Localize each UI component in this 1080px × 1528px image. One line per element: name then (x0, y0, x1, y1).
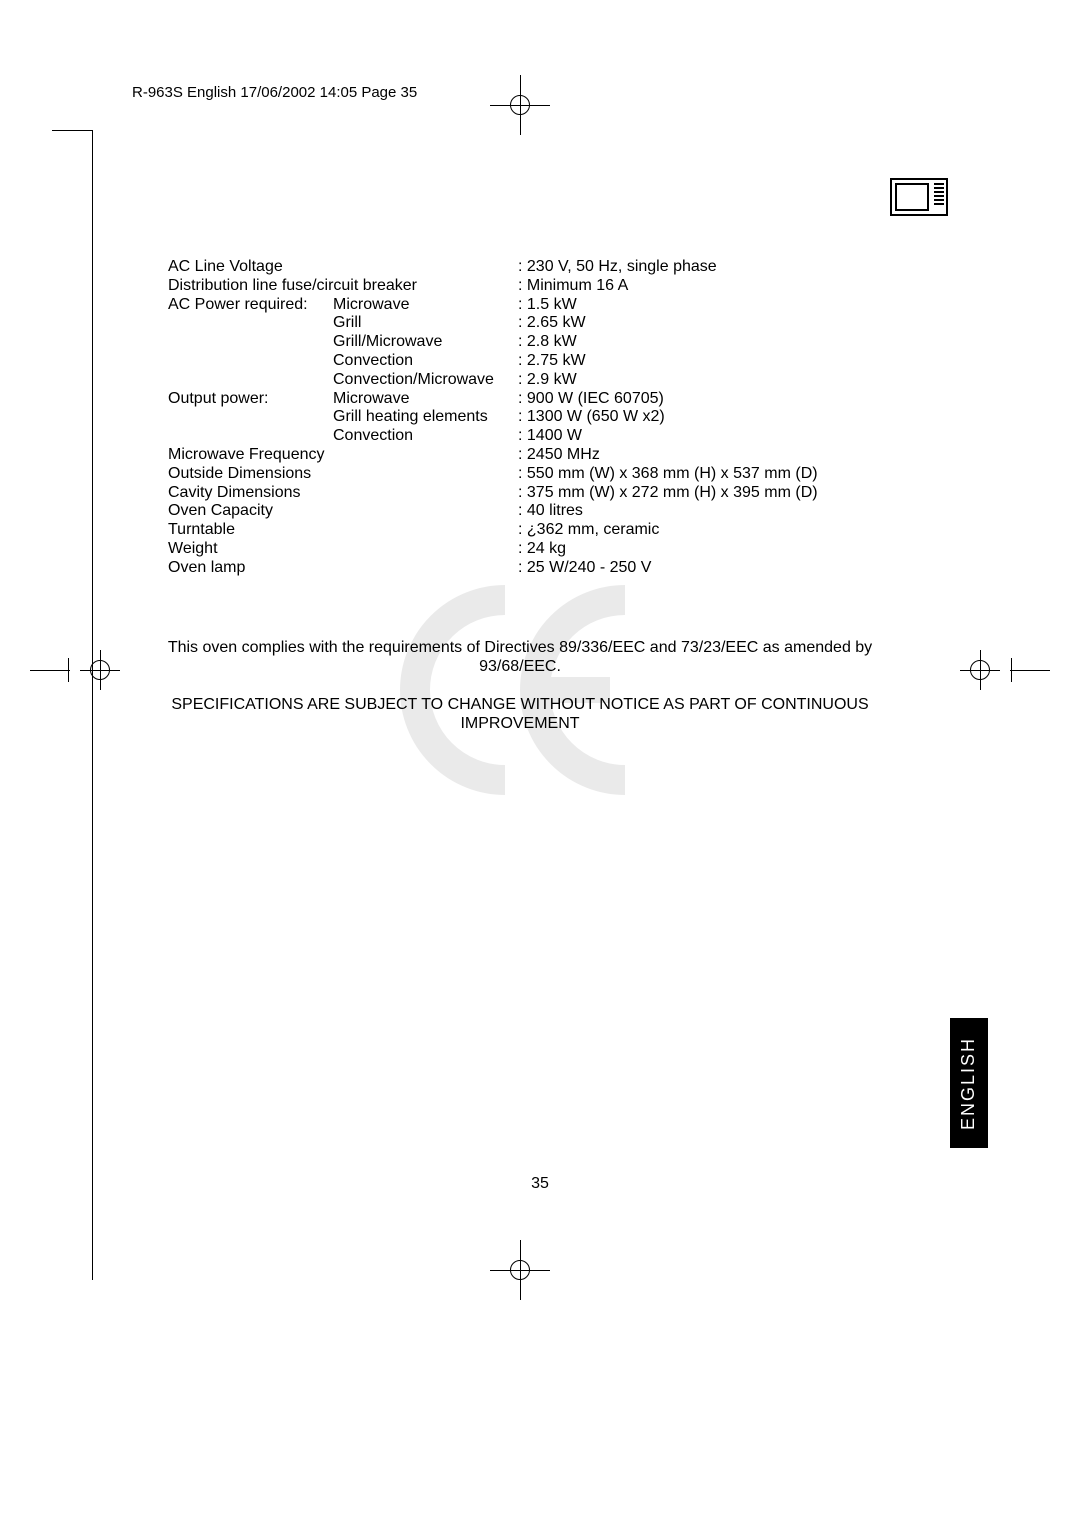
spec-value: : 230 V, 50 Hz, single phase (518, 258, 717, 277)
spec-value: : 40 litres (518, 502, 583, 521)
spec-label: Cavity Dimensions (168, 484, 518, 503)
specifications-table: AC Line Voltage: 230 V, 50 Hz, single ph… (168, 258, 818, 578)
compliance-directive: This oven complies with the requirements… (150, 638, 890, 676)
crop-mark-bottom (490, 1240, 550, 1300)
spec-value: : 900 W (IEC 60705) (518, 390, 664, 409)
spec-label: Distribution line fuse/circuit breaker (168, 277, 518, 296)
spec-row: Grill/Microwave: 2.8 kW (168, 333, 818, 352)
spec-row: Grill heating elements: 1300 W (650 W x2… (168, 408, 818, 427)
spec-label: Microwave Frequency (168, 446, 518, 465)
spec-value: : 375 mm (W) x 272 mm (H) x 395 mm (D) (518, 484, 818, 503)
spec-row: Microwave Frequency: 2450 MHz (168, 446, 818, 465)
compliance-notice: SPECIFICATIONS ARE SUBJECT TO CHANGE WIT… (150, 695, 890, 733)
spec-value: : 1300 W (650 W x2) (518, 408, 665, 427)
spec-row: Convection/Microwave: 2.9 kW (168, 371, 818, 390)
spec-label: Outside Dimensions (168, 465, 518, 484)
spec-row: Cavity Dimensions: 375 mm (W) x 272 mm (… (168, 484, 818, 503)
spec-label: Oven lamp (168, 559, 518, 578)
spec-label (168, 408, 333, 427)
spec-value: : 1400 W (518, 427, 582, 446)
spec-value: : 2450 MHz (518, 446, 600, 465)
spec-row: AC Power required:Microwave: 1.5 kW (168, 296, 818, 315)
spec-label: Oven Capacity (168, 502, 518, 521)
spec-sublabel: Grill (333, 314, 518, 333)
spec-sublabel: Microwave (333, 296, 518, 315)
spec-row: AC Line Voltage: 230 V, 50 Hz, single ph… (168, 258, 818, 277)
spec-row: Convection: 1400 W (168, 427, 818, 446)
spec-value: : Minimum 16 A (518, 277, 628, 296)
spec-label (168, 314, 333, 333)
print-header: R-963S English 17/06/2002 14:05 Page 35 (132, 84, 417, 101)
spec-label: Weight (168, 540, 518, 559)
spec-value: : ¿362 mm, ceramic (518, 521, 659, 540)
spec-row: Outside Dimensions: 550 mm (W) x 368 mm … (168, 465, 818, 484)
spec-row: Output power:Microwave: 900 W (IEC 60705… (168, 390, 818, 409)
spec-value: : 2.75 kW (518, 352, 586, 371)
spec-label (168, 427, 333, 446)
spec-row: Convection: 2.75 kW (168, 352, 818, 371)
spec-row: Grill: 2.65 kW (168, 314, 818, 333)
spec-row: Oven lamp: 25 W/240 - 250 V (168, 559, 818, 578)
spec-sublabel: Microwave (333, 390, 518, 409)
spec-label (168, 333, 333, 352)
spec-value: : 2.8 kW (518, 333, 577, 352)
spec-value: : 24 kg (518, 540, 566, 559)
spec-label (168, 352, 333, 371)
spec-value: : 2.65 kW (518, 314, 586, 333)
spec-sublabel: Convection (333, 427, 518, 446)
page-border-left (52, 130, 92, 1280)
spec-value: : 1.5 kW (518, 296, 577, 315)
crop-mark-top (490, 75, 550, 135)
spec-row: Weight: 24 kg (168, 540, 818, 559)
microwave-icon (890, 178, 948, 216)
compliance-text: This oven complies with the requirements… (150, 638, 890, 752)
spec-value: : 550 mm (W) x 368 mm (H) x 537 mm (D) (518, 465, 818, 484)
spec-sublabel: Grill/Microwave (333, 333, 518, 352)
spec-label (168, 371, 333, 390)
spec-sublabel: Grill heating elements (333, 408, 518, 427)
spec-sublabel: Convection/Microwave (333, 371, 518, 390)
spec-label: AC Line Voltage (168, 258, 518, 277)
spec-value: : 25 W/240 - 250 V (518, 559, 651, 578)
spec-row: Distribution line fuse/circuit breaker: … (168, 277, 818, 296)
spec-label: Output power: (168, 390, 333, 409)
language-tab: ENGLISH (950, 1018, 988, 1148)
spec-row: Turntable: ¿362 mm, ceramic (168, 521, 818, 540)
page-number: 35 (0, 1175, 1080, 1193)
spec-label: Turntable (168, 521, 518, 540)
spec-sublabel: Convection (333, 352, 518, 371)
crop-mark-right (980, 640, 1050, 700)
language-tab-label: ENGLISH (959, 1036, 980, 1129)
spec-row: Oven Capacity: 40 litres (168, 502, 818, 521)
spec-label: AC Power required: (168, 296, 333, 315)
spec-value: : 2.9 kW (518, 371, 577, 390)
